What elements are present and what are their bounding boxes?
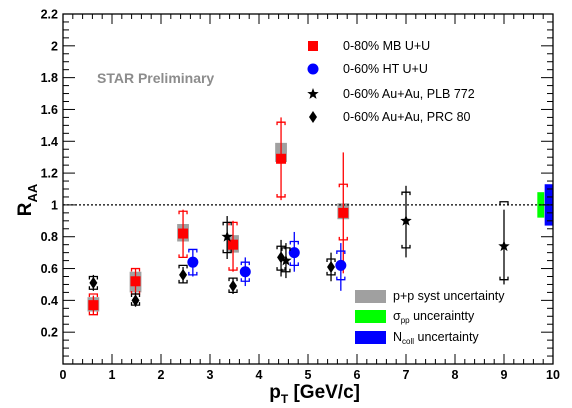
legend-marker bbox=[308, 41, 318, 51]
square-marker bbox=[178, 228, 189, 239]
diamond-marker bbox=[89, 276, 98, 289]
uncertainty-swatch bbox=[355, 290, 386, 303]
uncertainty-label: Ncoll uncertainty bbox=[393, 330, 479, 346]
legend-marker bbox=[309, 111, 317, 123]
legend-entry-1: 0-60% HT U+U bbox=[307, 62, 428, 76]
x-tick-label: 10 bbox=[546, 368, 560, 382]
x-tick-label: 2 bbox=[158, 368, 165, 382]
legend: 0-80% MB U+U 0-60% HT U+U 0-60% Au+Au, PLB… bbox=[307, 39, 505, 346]
y-tick-label: 2 bbox=[51, 39, 58, 53]
uncertainty-label: σpp unceraintty bbox=[393, 309, 475, 325]
x-tick-label: 3 bbox=[207, 368, 214, 382]
star-marker bbox=[280, 254, 292, 266]
legend-marker bbox=[307, 63, 319, 75]
y-tick-label: 1.6 bbox=[41, 103, 58, 117]
diamond-marker bbox=[229, 280, 238, 293]
syst-bracket bbox=[178, 210, 188, 259]
star-marker bbox=[400, 214, 412, 226]
syst-bracket bbox=[276, 245, 286, 271]
x-tick-label: 1 bbox=[109, 368, 116, 382]
legend-marker bbox=[307, 88, 319, 99]
legend-entry-3: 0-60% Au+Au, PRC 80 bbox=[309, 110, 471, 124]
x-tick-label: 6 bbox=[354, 368, 361, 382]
y-tick-label: 0.4 bbox=[41, 294, 58, 308]
y-tick-label: 1.4 bbox=[41, 135, 58, 149]
legend-entry-0: 0-80% MB U+U bbox=[308, 39, 430, 53]
x-tick-label: 8 bbox=[452, 368, 459, 382]
syst-bracket bbox=[499, 201, 509, 281]
syst-bracket bbox=[88, 293, 99, 316]
x-tick-label: 7 bbox=[403, 368, 410, 382]
y-tick-label: 1.2 bbox=[41, 167, 58, 181]
circle-marker bbox=[187, 256, 199, 268]
legend-entry-2: 0-60% Au+Au, PLB 772 bbox=[307, 87, 475, 101]
y-tick-label: 1 bbox=[51, 198, 58, 212]
syst-bracket bbox=[289, 240, 299, 267]
y-tick-label: 0.2 bbox=[41, 326, 58, 340]
circle-marker bbox=[335, 259, 347, 271]
legend-label: 0-60% Au+Au, PLB 772 bbox=[343, 87, 475, 101]
square-marker bbox=[276, 153, 287, 164]
syst-bracket bbox=[88, 275, 99, 290]
syst-bracket bbox=[401, 191, 411, 249]
square-marker bbox=[228, 239, 239, 250]
star-marker bbox=[221, 230, 233, 242]
syst-bracket bbox=[222, 221, 232, 254]
diamond-marker bbox=[327, 260, 336, 273]
syst-bracket bbox=[276, 121, 286, 198]
diamond-marker bbox=[277, 251, 286, 264]
x-tick-label: 5 bbox=[305, 368, 312, 382]
diamond-marker bbox=[179, 268, 188, 281]
legend-label: 0-60% HT U+U bbox=[343, 62, 428, 76]
legend-label: 0-60% Au+Au, PRC 80 bbox=[343, 110, 471, 124]
uncertainty-legend-entry-0: p+p syst uncertainty bbox=[355, 289, 505, 303]
series-0 bbox=[88, 117, 349, 316]
pp-syst-boxes bbox=[87, 142, 553, 312]
y-tick-label: 1.8 bbox=[41, 71, 58, 85]
x-tick-label: 4 bbox=[256, 368, 263, 382]
syst-bracket bbox=[338, 183, 348, 241]
syst-bracket bbox=[178, 264, 188, 284]
chart-text: pT [GeV/c] RAA STAR Preliminary bbox=[15, 70, 360, 406]
uncertainty-swatch bbox=[355, 310, 386, 323]
y-tick-label: 2.2 bbox=[41, 8, 58, 22]
y-tick-label: 0.6 bbox=[41, 262, 58, 276]
x-tick-label: 0 bbox=[60, 368, 67, 382]
series-1 bbox=[187, 231, 347, 291]
syst-bracket bbox=[240, 261, 250, 282]
circle-marker bbox=[288, 247, 300, 259]
square-marker bbox=[130, 276, 141, 287]
data-points bbox=[88, 117, 510, 316]
uncertainty-swatch bbox=[355, 331, 386, 344]
diamond-marker bbox=[131, 294, 140, 307]
uncertainty-label: p+p syst uncertainty bbox=[393, 289, 505, 303]
star-preliminary-label: STAR Preliminary bbox=[97, 70, 214, 86]
tick-labels: 0 1 2 3 4 5 6 7 8 9 10 0.2 0.4 0.6 0.8 1 1.2 1.4 1.6 1.8 2 2.… bbox=[41, 8, 560, 383]
syst-bracket bbox=[188, 248, 198, 276]
x-tick-label: 9 bbox=[501, 368, 508, 382]
uncertainty-legend-entry-1: σpp unceraintty bbox=[355, 309, 475, 325]
square-marker bbox=[88, 300, 99, 311]
series-3 bbox=[88, 239, 336, 307]
syst-bracket bbox=[326, 258, 336, 276]
star-marker bbox=[498, 240, 510, 252]
y-axis-title: RAA bbox=[15, 183, 40, 216]
syst-bracket bbox=[228, 221, 238, 271]
syst-bracket bbox=[336, 250, 346, 281]
plot-frame bbox=[62, 13, 554, 365]
uncertainty-legend-entry-2: Ncoll uncertainty bbox=[355, 330, 479, 346]
series-2 bbox=[221, 185, 510, 285]
square-marker bbox=[338, 207, 349, 218]
axes-frame bbox=[62, 13, 554, 365]
y-tick-label: 0.8 bbox=[41, 230, 58, 244]
circle-marker bbox=[239, 266, 251, 278]
x-axis-title: pT [GeV/c] bbox=[269, 382, 360, 406]
legend-label: 0-80% MB U+U bbox=[343, 39, 430, 53]
syst-bracket bbox=[228, 277, 238, 294]
